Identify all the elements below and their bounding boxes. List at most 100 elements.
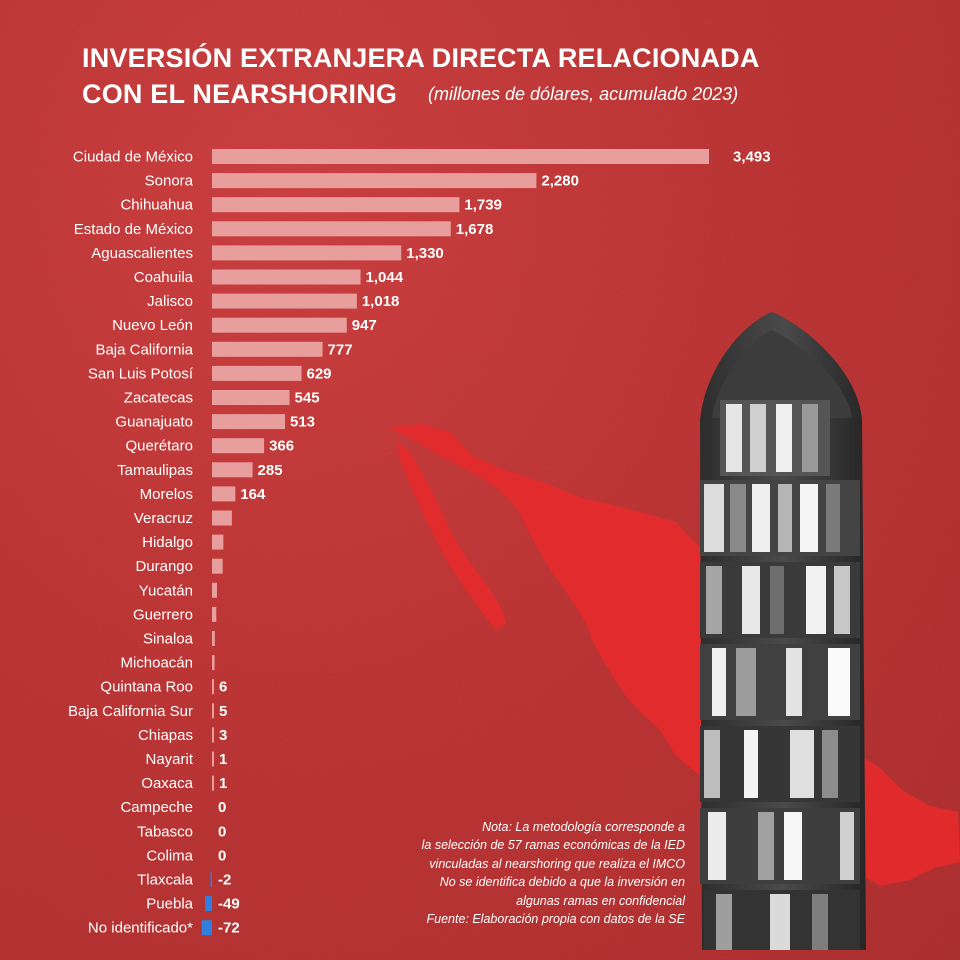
category-label: Estado de México	[74, 221, 193, 238]
value-label: 1,044	[366, 269, 404, 286]
note-line-5: algunas ramas en confidencial	[516, 893, 685, 908]
value-label: 2,280	[541, 173, 579, 190]
bar	[212, 365, 302, 381]
bar	[212, 173, 537, 189]
bar	[212, 703, 214, 719]
bar	[212, 197, 460, 213]
value-label: 1	[219, 775, 227, 792]
bar	[212, 245, 402, 261]
bar	[212, 582, 217, 598]
value-label: 0	[218, 847, 226, 864]
bar-negative	[205, 896, 212, 912]
category-label: San Luis Potosí	[88, 365, 194, 382]
category-label: Yucatán	[139, 582, 193, 599]
category-label: Baja California	[95, 341, 193, 358]
value-label: 1,678	[456, 221, 494, 238]
category-label: Colima	[146, 847, 193, 864]
bar	[212, 390, 290, 405]
value-label: 1,018	[362, 293, 400, 310]
category-label: Michoacán	[120, 655, 193, 672]
bar	[212, 341, 323, 357]
container-ship-icon	[700, 312, 866, 950]
bar	[212, 317, 347, 333]
value-label: 3,493	[733, 149, 771, 166]
category-label: Querétaro	[125, 438, 193, 455]
category-label: Jalisco	[147, 293, 193, 310]
bar-negative	[201, 920, 212, 936]
category-label: Nuevo León	[112, 317, 193, 334]
bar	[212, 558, 223, 574]
value-label: 777	[328, 341, 353, 358]
value-label: 629	[306, 365, 331, 382]
bar	[212, 293, 357, 309]
category-label: Durango	[135, 558, 193, 575]
bar	[212, 679, 214, 695]
bar	[212, 462, 253, 478]
category-label: Coahuila	[134, 269, 194, 286]
bar	[212, 655, 215, 671]
category-label: Zacatecas	[124, 390, 193, 407]
value-label: 0	[218, 823, 226, 840]
value-label: 513	[290, 414, 315, 431]
bar	[212, 149, 709, 164]
baja-california-map-icon	[396, 440, 506, 630]
bar	[212, 221, 451, 237]
category-label: Chihuahua	[120, 197, 193, 214]
category-label: Baja California Sur	[68, 703, 193, 720]
category-label: Ciudad de México	[73, 149, 193, 166]
bar	[212, 631, 215, 646]
bar	[212, 751, 214, 767]
bar-negative	[210, 872, 212, 887]
chart-title: INVERSIÓN EXTRANJERA DIRECTA RELACIONADA…	[82, 40, 760, 112]
category-label: Chiapas	[138, 727, 193, 744]
bar	[212, 269, 361, 285]
value-label: 3	[219, 727, 227, 744]
note-line-2: la selección de 57 ramas económicas de l…	[421, 838, 685, 853]
category-label: Morelos	[140, 486, 193, 503]
note-line-4: No se identifica debido a que la inversi…	[439, 875, 685, 890]
chart-title-line-2: CON EL NEARSHORING	[82, 79, 398, 109]
category-label: Tabasco	[137, 823, 193, 840]
value-label: -2	[218, 872, 231, 889]
value-label: 285	[258, 462, 283, 479]
category-label: Oaxaca	[141, 775, 193, 792]
value-label: 6	[219, 679, 227, 696]
value-label: 545	[295, 390, 320, 407]
bar	[212, 414, 285, 430]
note-line-3: vinculadas al nearshoring que realiza el…	[429, 856, 685, 871]
category-label: Veracruz	[134, 510, 193, 527]
value-label: -72	[218, 920, 240, 937]
value-label: 366	[269, 438, 294, 455]
category-label: Hidalgo	[142, 534, 193, 551]
category-label: Guerrero	[133, 606, 193, 623]
bar	[212, 534, 224, 550]
category-label: No identificado*	[88, 920, 193, 937]
bar	[212, 727, 214, 743]
value-label: 1,330	[406, 245, 444, 262]
value-label: 1,739	[464, 197, 502, 214]
bar	[212, 486, 236, 502]
bar	[212, 438, 265, 454]
category-label: Tlaxcala	[137, 872, 194, 889]
category-label: Aguascalientes	[91, 245, 193, 262]
note-line-6: Fuente: Elaboración propia con datos de …	[426, 912, 685, 927]
footnote: Nota: La metodología corresponde a la se…	[422, 818, 685, 928]
value-label: 5	[219, 703, 227, 720]
chart-title-line-1: INVERSIÓN EXTRANJERA DIRECTA RELACIONADA	[82, 43, 760, 73]
category-label: Guanajuato	[115, 414, 193, 431]
value-label: 164	[240, 486, 266, 503]
note-line-1: Nota: La metodología corresponde a	[482, 820, 685, 834]
value-label: 947	[352, 317, 377, 334]
bar	[212, 775, 214, 791]
category-label: Campeche	[120, 799, 193, 816]
value-label: 0	[218, 799, 226, 816]
category-label: Tamaulipas	[117, 462, 193, 479]
chart-subtitle: (millones de dólares, acumulado 2023)	[428, 84, 739, 104]
bar	[212, 510, 232, 526]
category-label: Nayarit	[145, 751, 193, 768]
category-label: Sonora	[145, 173, 194, 190]
category-label: Quintana Roo	[100, 679, 193, 696]
bar	[212, 606, 217, 622]
